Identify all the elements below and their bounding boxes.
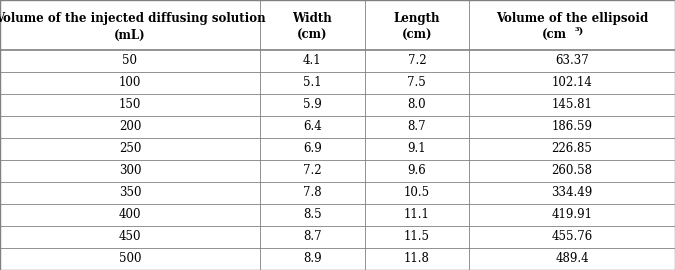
Text: 7.8: 7.8 <box>303 187 321 200</box>
Text: 50: 50 <box>122 55 138 68</box>
Text: 11.1: 11.1 <box>404 208 430 221</box>
Text: (cm: (cm <box>541 29 566 42</box>
Text: 100: 100 <box>119 76 141 89</box>
Text: 400: 400 <box>119 208 141 221</box>
Text: 9.1: 9.1 <box>408 143 426 156</box>
Text: 7.2: 7.2 <box>303 164 321 177</box>
Text: ³): ³) <box>575 26 585 36</box>
Text: 8.0: 8.0 <box>408 99 426 112</box>
Text: 8.7: 8.7 <box>303 231 321 244</box>
Text: Length: Length <box>394 12 440 25</box>
Text: 102.14: 102.14 <box>551 76 593 89</box>
Text: 8.5: 8.5 <box>303 208 321 221</box>
Text: 11.8: 11.8 <box>404 252 430 265</box>
Text: 7.2: 7.2 <box>408 55 426 68</box>
Text: 8.9: 8.9 <box>303 252 321 265</box>
Text: 145.81: 145.81 <box>551 99 593 112</box>
Text: 300: 300 <box>119 164 141 177</box>
Text: 250: 250 <box>119 143 141 156</box>
Text: 226.85: 226.85 <box>551 143 593 156</box>
Text: 10.5: 10.5 <box>404 187 430 200</box>
Text: 9.6: 9.6 <box>408 164 426 177</box>
Text: 5.9: 5.9 <box>303 99 321 112</box>
Text: 455.76: 455.76 <box>551 231 593 244</box>
Text: 8.7: 8.7 <box>408 120 426 133</box>
Text: 5.1: 5.1 <box>303 76 321 89</box>
Text: 7.5: 7.5 <box>408 76 426 89</box>
Text: (mL): (mL) <box>114 29 146 42</box>
Text: 4.1: 4.1 <box>303 55 321 68</box>
Text: 200: 200 <box>119 120 141 133</box>
Text: 150: 150 <box>119 99 141 112</box>
Text: Volume of the ellipsoid: Volume of the ellipsoid <box>496 12 648 25</box>
Text: 186.59: 186.59 <box>551 120 593 133</box>
Text: 334.49: 334.49 <box>551 187 593 200</box>
Text: 450: 450 <box>119 231 141 244</box>
Text: 6.9: 6.9 <box>303 143 321 156</box>
Text: 419.91: 419.91 <box>551 208 593 221</box>
Text: 63.37: 63.37 <box>555 55 589 68</box>
Text: 350: 350 <box>119 187 141 200</box>
Text: 500: 500 <box>119 252 141 265</box>
Text: Volume of the injected diffusing solution: Volume of the injected diffusing solutio… <box>0 12 265 25</box>
Text: 260.58: 260.58 <box>551 164 593 177</box>
Text: (cm): (cm) <box>297 29 327 42</box>
Text: Width: Width <box>292 12 332 25</box>
Text: 489.4: 489.4 <box>556 252 589 265</box>
Text: 6.4: 6.4 <box>303 120 321 133</box>
Text: (cm): (cm) <box>402 29 432 42</box>
Text: 11.5: 11.5 <box>404 231 430 244</box>
